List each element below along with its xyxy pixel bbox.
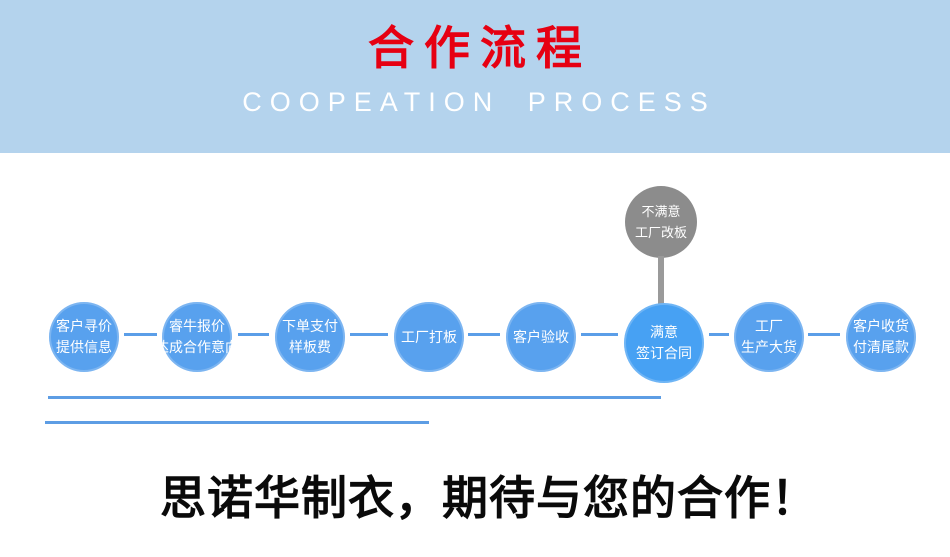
flow-step-label-line: 客户收货 <box>853 318 909 334</box>
page-subtitle: COOPEATION PROCESS <box>242 87 716 118</box>
flow-step-label-line: 工厂打板 <box>401 328 457 345</box>
flow-step-label-line: 客户验收 <box>513 328 569 345</box>
step-connector-line <box>709 333 729 336</box>
flow-step-label-line: 达成合作意向 <box>155 339 239 355</box>
flow-step-label-line: 生产大货 <box>741 339 797 355</box>
step-connector-line <box>581 333 618 336</box>
step-connector-line <box>808 333 840 336</box>
flow-step-4-factory-sample: 工厂打板 <box>394 302 464 372</box>
flow-step-2-quote: 睿牛报价 达成合作意向 <box>155 302 239 372</box>
flow-step-label-line: 下单支付 <box>282 318 338 334</box>
flow-step-7-bulk-production: 工厂 生产大货 <box>734 302 804 372</box>
step-connector-line <box>350 333 388 336</box>
step-connector-line <box>124 333 157 336</box>
flow-step-label-line: 提供信息 <box>56 339 112 355</box>
flow-step-label-line: 付清尾款 <box>853 339 909 355</box>
rework-connector-line <box>658 256 664 304</box>
header-banner: 合作流程 COOPEATION PROCESS <box>0 0 950 153</box>
flow-step-3-order-payment: 下单支付 样板费 <box>275 302 345 372</box>
flow-step-1-inquiry: 客户寻价 提供信息 <box>49 302 119 372</box>
flow-step-label-line: 样板费 <box>289 339 331 355</box>
flow-node-not-satisfied: 不满意 工厂改板 <box>625 186 697 258</box>
flow-node-label-line: 工厂改板 <box>634 225 687 240</box>
flow-step-label-line: 睿牛报价 <box>169 318 225 334</box>
flow-step-label-line: 工厂 <box>755 318 783 334</box>
decorative-underline-short <box>45 421 429 424</box>
decorative-underline-long <box>48 396 661 399</box>
flow-step-5-customer-acceptance: 客户验收 <box>506 302 576 372</box>
step-connector-line <box>238 333 269 336</box>
flow-step-8-receive-goods: 客户收货 付清尾款 <box>846 302 916 372</box>
flow-step-label-line: 签订合同 <box>636 345 692 361</box>
flow-step-label-line: 客户寻价 <box>56 318 112 334</box>
step-connector-line <box>468 333 500 336</box>
flow-step-6-sign-contract: 满意 签订合同 <box>624 303 704 383</box>
flow-step-label-line: 满意 <box>650 324 678 340</box>
page-title: 合作流程 <box>368 22 592 74</box>
flow-node-label-line: 不满意 <box>641 204 681 219</box>
footer-headline: 思诺华制衣，期待与您的合作！ <box>160 471 818 525</box>
